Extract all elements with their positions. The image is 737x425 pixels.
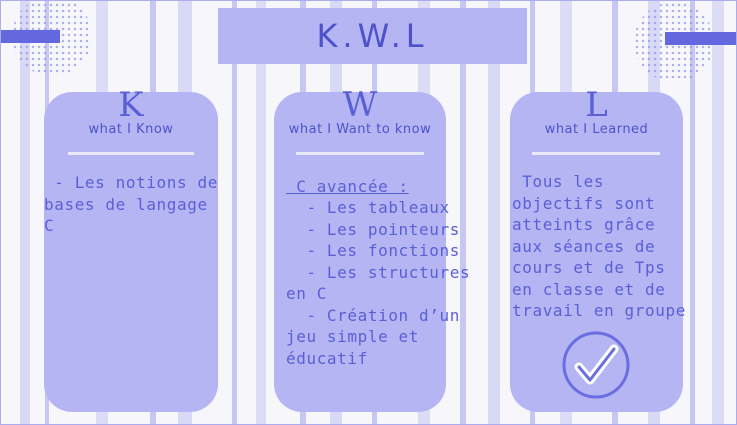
column-body-know: - Les notions de bases de langage C bbox=[44, 173, 218, 235]
check-circle-icon bbox=[562, 331, 630, 399]
page-title: K.W.L bbox=[316, 17, 429, 55]
column-subtitle: what I Know bbox=[88, 122, 174, 137]
divider bbox=[296, 152, 424, 155]
column-want: W what I Want to know bbox=[274, 88, 446, 412]
column-body-want: - Les tableaux - Les pointeurs - Les fon… bbox=[286, 198, 471, 368]
column-heading-want: C avancée : bbox=[286, 177, 409, 196]
column-letter: K bbox=[118, 85, 144, 125]
column-subtitle: what I Learned bbox=[544, 122, 649, 137]
title-banner: K.W.L bbox=[218, 8, 527, 64]
column-subtitle: what I Want to know bbox=[288, 122, 432, 137]
column-learned: L what I Learned bbox=[510, 88, 683, 412]
column-know: K what I Know bbox=[44, 88, 218, 412]
accent-bar-right bbox=[665, 32, 737, 45]
column-body-learned: Tous les objectifs sont atteints grâce a… bbox=[512, 172, 686, 320]
divider bbox=[532, 152, 660, 155]
column-letter: L bbox=[585, 85, 608, 125]
divider bbox=[68, 152, 194, 155]
accent-bar-left bbox=[0, 30, 60, 43]
column-letter: W bbox=[342, 85, 378, 125]
